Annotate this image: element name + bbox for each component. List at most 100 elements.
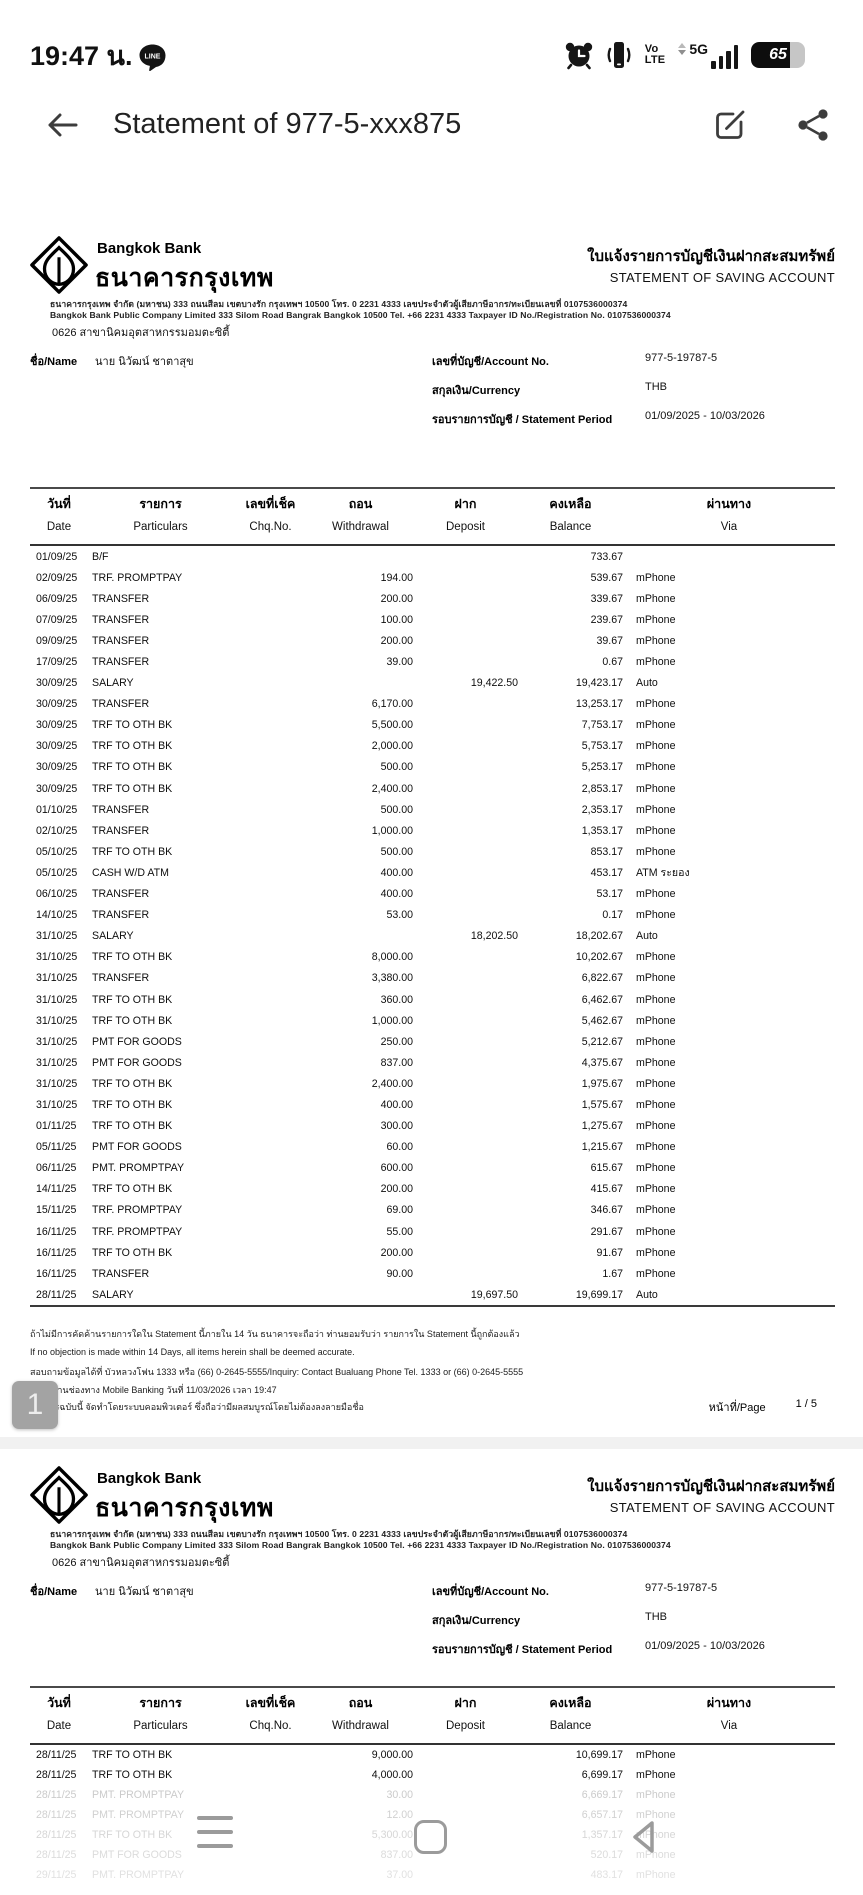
signal-bars bbox=[711, 45, 738, 69]
statement-row: 16/11/25 TRF TO OTH BK 200.00 91.67 mPhone bbox=[36, 1246, 676, 1259]
currency-label: สกุลเงิน/Currency bbox=[432, 1615, 521, 1627]
column-header: ผ่านทาง Via bbox=[706, 497, 752, 533]
statement-row: 17/09/25 TRANSFER 39.00 0.67 mPhone bbox=[36, 656, 676, 669]
bank-name-en: Bangkok Bank bbox=[97, 1470, 202, 1487]
statement-row: 16/11/25 TRF. PROMPTPAY 55.00 291.67 mPhone bbox=[36, 1225, 676, 1238]
statement-row: 31/10/25 TRF TO OTH BK 8,000.00 10,202.67 mP… bbox=[36, 951, 676, 964]
account-holder-name: นาย นิวัฒน์ ชาตาสุข bbox=[95, 1586, 194, 1598]
statement-row: 07/09/25 TRANSFER 100.00 239.67 mPhone bbox=[36, 613, 676, 626]
column-header: ถอน Withdrawal bbox=[332, 1696, 389, 1732]
table-body: 01/09/25 B/F 733.67 02/09/25 TRF. PROMPTPAY 1… bbox=[30, 546, 835, 1308]
statement-row: 31/10/25 TRF TO OTH BK 360.00 6,462.67 mPhon… bbox=[36, 993, 676, 1006]
statement-row: 01/09/25 B/F 733.67 bbox=[36, 550, 623, 563]
currency-label: สกุลเงิน/Currency bbox=[432, 385, 521, 397]
statement-row: 05/10/25 TRF TO OTH BK 500.00 853.17 mPhone bbox=[36, 845, 676, 858]
network-type: 5G bbox=[689, 41, 708, 57]
currency-value: THB bbox=[645, 1611, 667, 1623]
battery-level: 65 bbox=[769, 46, 787, 63]
vibrate-icon bbox=[607, 42, 631, 68]
current-page-number: 1 bbox=[26, 1388, 44, 1421]
bank-name-en: Bangkok Bank bbox=[97, 240, 202, 257]
branch-name: 0626 สาขานิคมอุตสาหกรรมอมตะซิตี้ bbox=[52, 327, 230, 339]
statement-table-page1: วันที่ Date รายการ Particulars เลขที่เช็ค Chq… bbox=[30, 487, 835, 1308]
bank-address-th: ธนาคารกรุงเทพ จำกัด (มหาชน) 333 ถนนสีลม … bbox=[50, 299, 628, 309]
table-header: วันที่ Date รายการ Particulars เลขที่เช็ค Chq… bbox=[30, 1686, 835, 1745]
nav-home-button[interactable] bbox=[414, 1820, 447, 1854]
name-label: ชื่อ/Name bbox=[30, 1586, 78, 1598]
statement-row: 06/10/25 TRANSFER 400.00 53.17 mPhone bbox=[36, 888, 676, 901]
statement-row: 30/09/25 TRANSFER 6,170.00 13,253.17 mPhone bbox=[36, 698, 676, 711]
share-icon[interactable] bbox=[794, 106, 832, 144]
page-divider bbox=[0, 1437, 863, 1449]
footer-line5: เอกสารฉบับนี้ จัดทำโดยระบบคอมพิวเตอร์ ซึ… bbox=[30, 1402, 364, 1412]
nav-back-button[interactable] bbox=[625, 1818, 663, 1856]
data-activity-arrows bbox=[678, 43, 687, 55]
edit-icon[interactable] bbox=[712, 107, 748, 143]
statement-row: 30/09/25 TRF TO OTH BK 2,000.00 5,753.17 mPh… bbox=[36, 740, 676, 753]
account-no-label: เลขที่บัญชี/Account No. bbox=[432, 356, 549, 368]
back-button[interactable] bbox=[42, 105, 82, 145]
doc-title-th: ใบแจ้งรายการบัญชีเงินฝากสะสมทรัพย์ bbox=[587, 248, 835, 265]
statement-row: 30/09/25 SALARY 19,422.50 19,423.17 Auto bbox=[36, 677, 658, 690]
name-label: ชื่อ/Name bbox=[30, 356, 78, 368]
column-header: คงเหลือ Balance bbox=[549, 497, 592, 533]
footer-line2: If no objection is made within 14 Days, … bbox=[30, 1347, 355, 1357]
volte-indicator: Vo LTE bbox=[644, 43, 666, 66]
currency-value: THB bbox=[645, 381, 667, 393]
column-header: ฝาก Deposit bbox=[446, 1696, 485, 1732]
statement-row: 06/11/25 PMT. PROMPTPAY 600.00 615.67 mPhone bbox=[36, 1162, 676, 1175]
table-body: 28/11/25 TRF TO OTH BK 9,000.00 10,699.17 mP… bbox=[30, 1745, 835, 1885]
account-holder-name: นาย นิวัฒน์ ชาตาสุข bbox=[95, 356, 194, 368]
account-no-label: เลขที่บัญชี/Account No. bbox=[432, 1586, 549, 1598]
statement-row: 31/10/25 TRANSFER 3,380.00 6,822.67 mPhone bbox=[36, 972, 676, 985]
bangkok-bank-logo bbox=[30, 236, 88, 294]
statement-row: 28/11/25 SALARY 19,697.50 19,699.17 Auto bbox=[36, 1288, 658, 1301]
5g-signal: 5G bbox=[678, 41, 738, 69]
alarm-icon bbox=[565, 42, 592, 70]
statement-row: 28/11/25 TRF TO OTH BK 9,000.00 10,699.17 mP… bbox=[36, 1749, 676, 1761]
statement-row: 05/10/25 CASH W/D ATM 400.00 453.17 ATM ระยอ… bbox=[36, 866, 690, 880]
statement-row: 28/11/25 TRF TO OTH BK 4,000.00 6,699.17 mPh… bbox=[36, 1769, 676, 1781]
table-header: วันที่ Date รายการ Particulars เลขที่เช็ค Chq… bbox=[30, 487, 835, 546]
page-title: Statement of 977-5-xxx875 bbox=[113, 108, 462, 140]
doc-title-th: ใบแจ้งรายการบัญชีเงินฝากสะสมทรัพย์ bbox=[587, 1478, 835, 1495]
column-header: เลขที่เช็ค Chq.No. bbox=[245, 1696, 296, 1732]
page-indicator-thumb[interactable]: 1 bbox=[12, 1381, 58, 1429]
svg-text:LINE: LINE bbox=[145, 54, 161, 61]
statement-row: 30/09/25 TRF TO OTH BK 500.00 5,253.17 mPhon… bbox=[36, 761, 676, 774]
statement-row: 02/09/25 TRF. PROMPTPAY 194.00 539.67 mPhone bbox=[36, 571, 676, 584]
bank-address-en: Bangkok Bank Public Company Limited 333 … bbox=[50, 1540, 671, 1550]
column-header: วันที่ Date bbox=[46, 1696, 72, 1732]
bangkok-bank-logo bbox=[30, 1466, 88, 1524]
bank-name-th: ธนาคารกรุงเทพ bbox=[95, 1494, 274, 1522]
statement-row: 14/10/25 TRANSFER 53.00 0.17 mPhone bbox=[36, 909, 676, 922]
statement-row: 30/09/25 TRF TO OTH BK 2,400.00 2,853.17 mPh… bbox=[36, 782, 676, 795]
status-time: 19:47 น. bbox=[30, 41, 133, 71]
period-label: รอบรายการบัญชี / Statement Period bbox=[432, 414, 613, 426]
column-header: เลขที่เช็ค Chq.No. bbox=[245, 497, 296, 533]
statement-row: 31/10/25 TRF TO OTH BK 1,000.00 5,462.67 mPh… bbox=[36, 1014, 676, 1027]
period-value: 01/09/2025 - 10/03/2026 bbox=[645, 1640, 765, 1652]
statement-row: 31/10/25 PMT FOR GOODS 250.00 5,212.67 mPhon… bbox=[36, 1035, 676, 1048]
statement-row: 01/11/25 TRF TO OTH BK 300.00 1,275.67 mPhon… bbox=[36, 1120, 676, 1133]
statement-row: 05/11/25 PMT FOR GOODS 60.00 1,215.67 mPhone bbox=[36, 1141, 676, 1154]
nav-recents-button[interactable] bbox=[197, 1816, 233, 1848]
column-header: ฝาก Deposit bbox=[446, 497, 485, 533]
statement-row: 31/10/25 TRF TO OTH BK 2,400.00 1,975.67 mPh… bbox=[36, 1077, 676, 1090]
battery-indicator: 65 bbox=[751, 42, 805, 68]
statement-row: 31/10/25 PMT FOR GOODS 837.00 4,375.67 mPhon… bbox=[36, 1056, 676, 1069]
statement-row: 28/11/25 PMT. PROMPTPAY 30.00 6,669.17 mPhon… bbox=[36, 1789, 676, 1801]
footer-line4: จัดทำผ่านช่องทาง Mobile Banking วันที่ 1… bbox=[30, 1385, 277, 1395]
period-label: รอบรายการบัญชี / Statement Period bbox=[432, 1644, 613, 1656]
statement-row: 02/10/25 TRANSFER 1,000.00 1,353.17 mPhone bbox=[36, 824, 676, 837]
footer-line3: สอบถามข้อมูลได้ที่ บัวหลวงโฟน 1333 หรือ … bbox=[30, 1367, 524, 1377]
branch-name: 0626 สาขานิคมอุตสาหกรรมอมตะซิตี้ bbox=[52, 1557, 230, 1569]
footer-line1: ถ้าไม่มีการคัดค้านรายการใดใน Statement น… bbox=[30, 1329, 520, 1339]
statement-row: 31/10/25 TRF TO OTH BK 400.00 1,575.67 mPhon… bbox=[36, 1098, 676, 1111]
statement-row: 29/11/25 PMT. PROMPTPAY 37.00 483.17 mPhone bbox=[36, 1869, 676, 1881]
bank-address-en: Bangkok Bank Public Company Limited 333 … bbox=[50, 310, 671, 320]
column-header: รายการ Particulars bbox=[133, 1696, 188, 1732]
doc-title-en: STATEMENT OF SAVING ACCOUNT bbox=[609, 1500, 835, 1515]
column-header: รายการ Particulars bbox=[133, 497, 188, 533]
